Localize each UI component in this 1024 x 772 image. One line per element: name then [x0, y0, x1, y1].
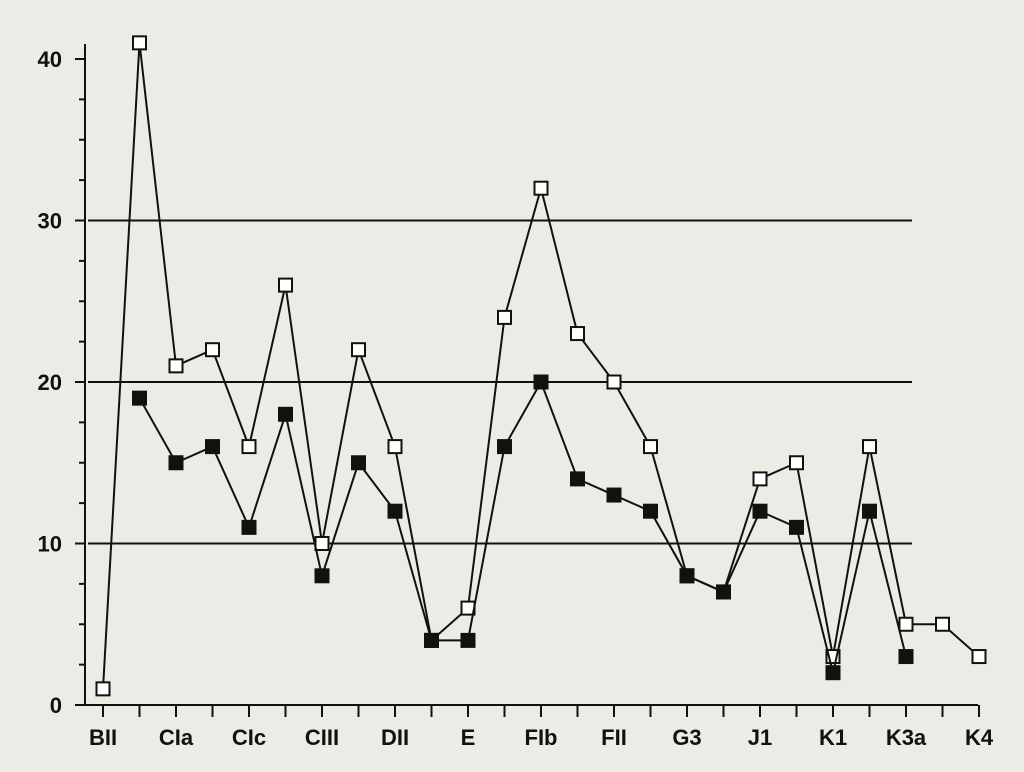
open-square-marker — [789, 455, 804, 471]
open-square-marker — [971, 649, 987, 665]
filled-square-marker — [132, 390, 147, 406]
filled-square-marker — [752, 503, 768, 519]
filled-square-marker — [643, 503, 658, 519]
open-square-marker — [898, 616, 914, 632]
open-square-marker — [606, 374, 622, 390]
filled-square-marker — [679, 568, 695, 584]
open-square-marker — [643, 439, 658, 455]
filled-square-marker — [278, 406, 293, 422]
x-tick-label: FII — [601, 725, 627, 750]
open-square-marker — [387, 439, 403, 455]
open-square-marker — [497, 309, 512, 325]
y-tick-label: 20 — [38, 370, 62, 395]
x-tick-label: CIa — [159, 725, 194, 750]
axes — [75, 44, 980, 717]
y-tick-label: 10 — [38, 532, 62, 557]
x-tick-label: CIII — [305, 725, 339, 750]
filled-square-marker — [570, 471, 585, 487]
open-square-marker — [132, 35, 147, 51]
tick-labels: 0 10 20 30 40 BII CIa CIc CIII DII E FIb FII G3 J1 K1 K3… — [38, 47, 994, 750]
series-line-2 — [138, 379, 907, 673]
series-group — [95, 35, 987, 697]
open-square-marker — [862, 439, 877, 455]
x-tick-label: K1 — [819, 725, 847, 750]
filled-square-marker — [205, 439, 220, 455]
open-square-marker — [570, 326, 585, 342]
y-tick-label: 30 — [38, 209, 62, 234]
x-tick-label: BII — [89, 725, 117, 750]
filled-square-marker — [387, 503, 403, 519]
open-square-marker — [935, 616, 950, 632]
filled-square-marker — [862, 503, 877, 519]
y-tick-label: 0 — [50, 693, 62, 718]
filled-square-marker — [241, 519, 257, 535]
open-square-marker — [752, 471, 768, 487]
x-tick-label: CIc — [232, 725, 266, 750]
filled-square-marker — [460, 632, 476, 648]
grid-lines — [88, 219, 912, 545]
x-tick-label: DII — [381, 725, 409, 750]
open-square-marker — [168, 358, 184, 374]
series-line-1 — [102, 42, 980, 689]
x-tick-label: J1 — [748, 725, 772, 750]
open-square-marker — [533, 180, 549, 196]
filled-square-marker — [314, 568, 330, 584]
filled-square-marker — [789, 519, 804, 535]
filled-square-marker — [716, 584, 731, 600]
open-square-marker — [241, 439, 257, 455]
x-tick-label: K4 — [965, 725, 994, 750]
filled-square-marker — [497, 439, 512, 455]
open-square-marker — [351, 342, 366, 358]
x-tick-label: K3a — [886, 725, 927, 750]
open-square-marker — [278, 277, 293, 293]
filled-square-marker — [533, 374, 549, 390]
filled-square-marker — [351, 455, 366, 471]
x-tick-label: E — [461, 725, 476, 750]
open-square-marker — [314, 536, 330, 551]
filled-square-marker — [606, 487, 622, 503]
filled-square-marker — [168, 455, 184, 471]
x-tick-label: G3 — [672, 725, 701, 750]
filled-square-marker — [424, 632, 439, 648]
x-tick-label: FIb — [525, 725, 558, 750]
open-square-marker — [95, 681, 111, 697]
filled-square-marker — [825, 665, 841, 681]
filled-square-marker — [898, 649, 914, 665]
y-tick-label: 40 — [38, 47, 62, 72]
open-square-marker — [205, 342, 220, 358]
